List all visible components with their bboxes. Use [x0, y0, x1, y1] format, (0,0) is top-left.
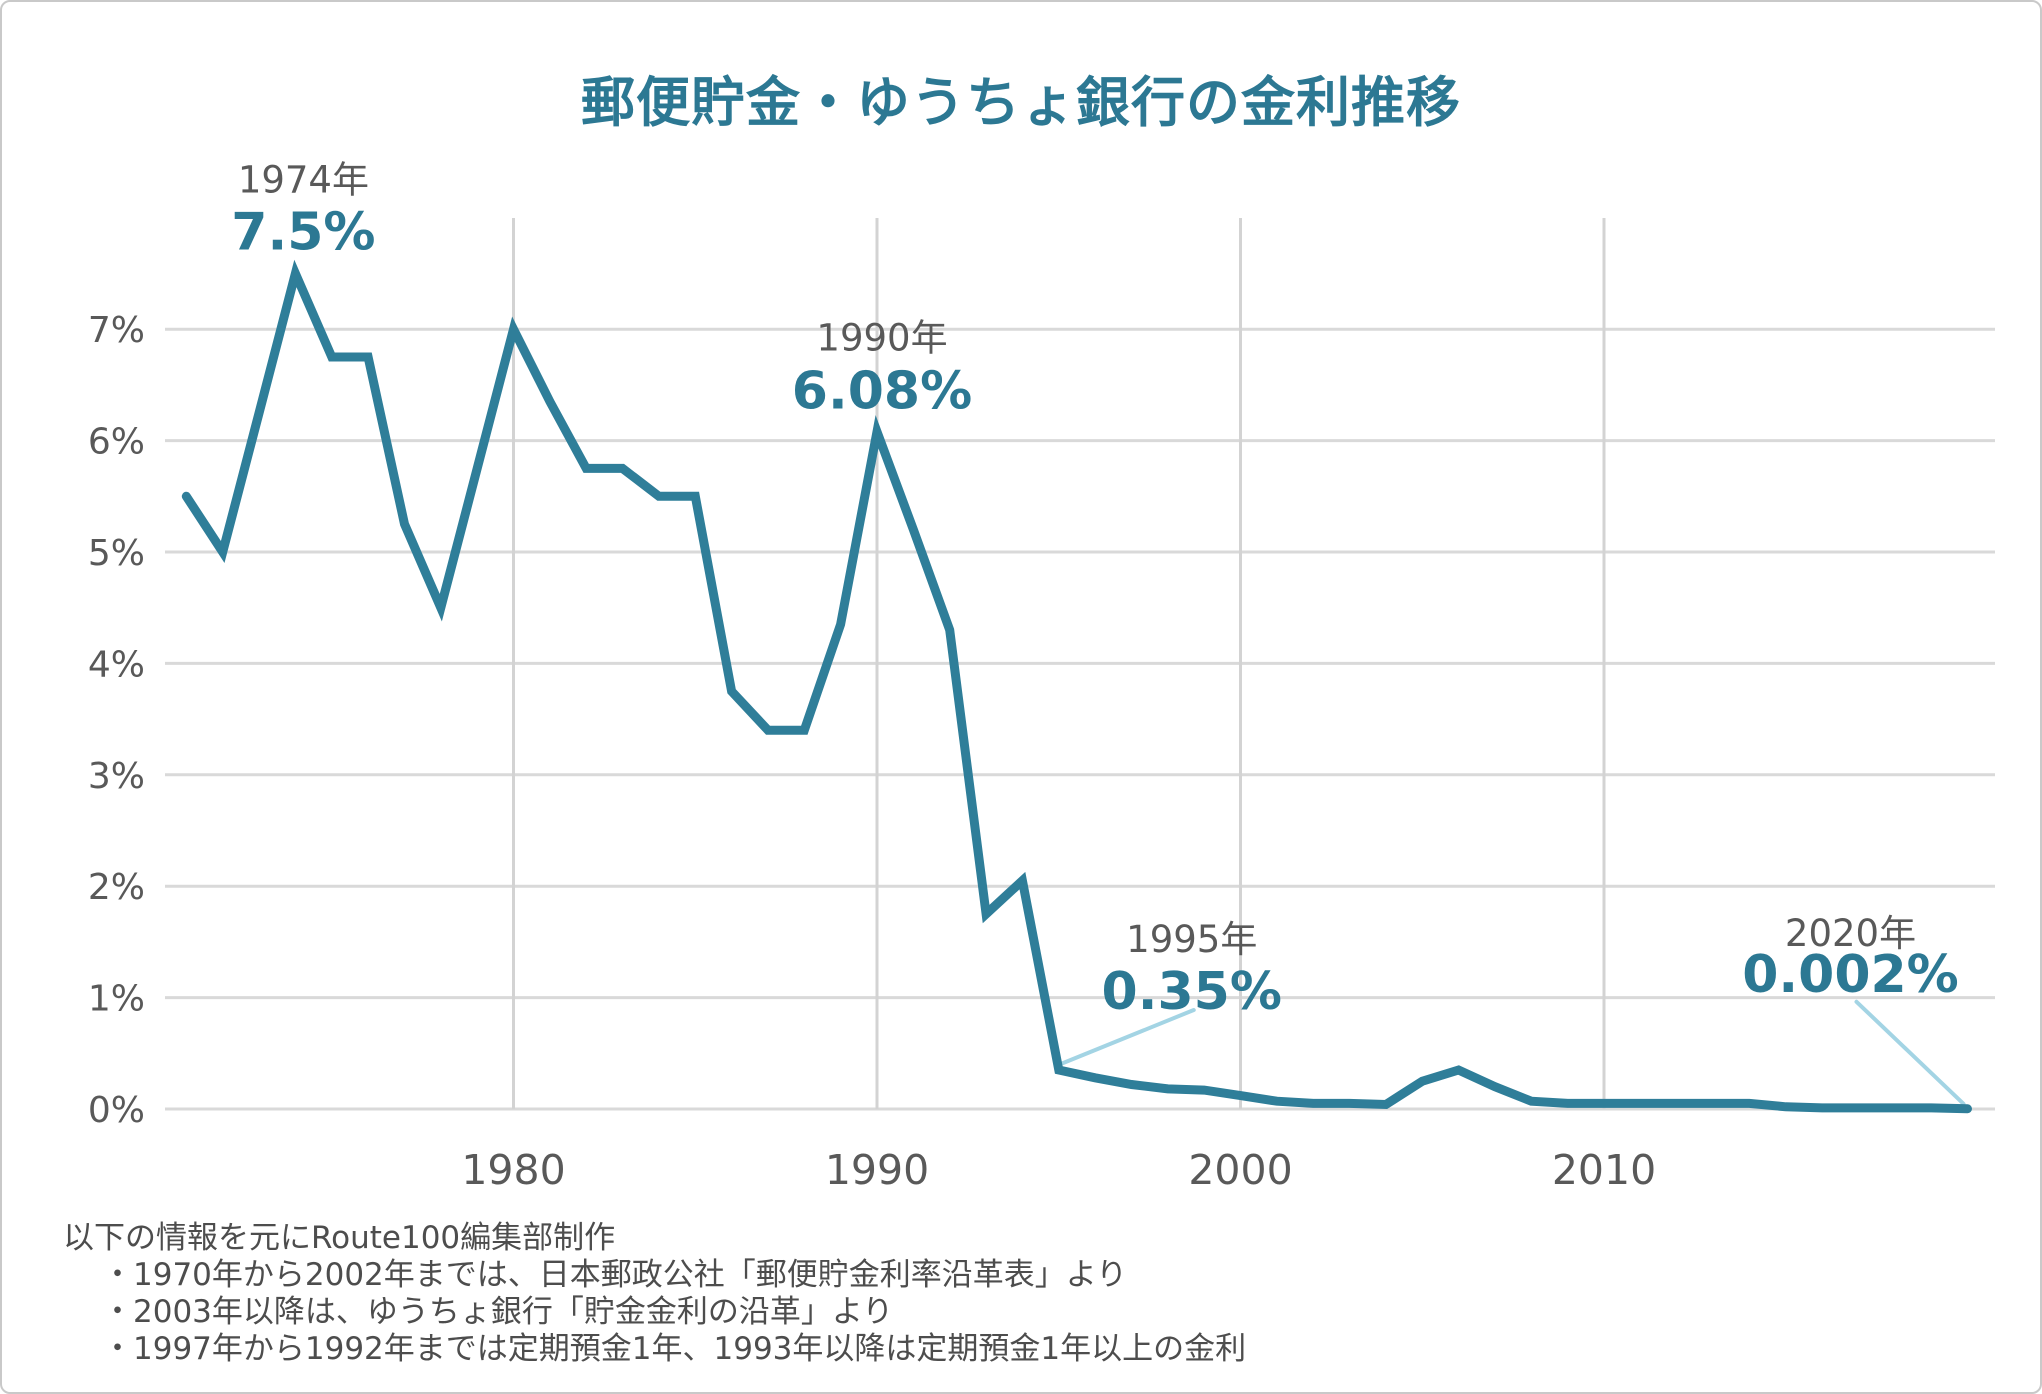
source-note-line: ・2003年以降は、ゆうちょ銀行「貯金金利の沿革」より	[102, 1294, 894, 1330]
source-notes: 以下の情報を元にRoute100編集部制作 ・1970年から2002年までは、日…	[63, 1220, 1246, 1368]
chart-title: 郵便貯金・ゆうちょ銀行の金利推移	[581, 71, 1461, 134]
source-note-line: ・1997年から1992年までは定期預金1年、1993年以降は定期預金1年以上の…	[102, 1331, 1247, 1367]
x-axis-tick-label: 1990	[825, 1146, 929, 1194]
annotation-year-label: 1995年	[1126, 918, 1257, 961]
y-axis-tick-label: 6%	[88, 422, 145, 463]
y-axis-tick-label: 0%	[88, 1090, 145, 1131]
x-axis-tick-label: 1980	[461, 1146, 565, 1194]
annotation-callout-line	[1854, 999, 1966, 1106]
x-axis-tick-label: 2010	[1552, 1146, 1656, 1194]
annotation-callout-line	[1058, 1008, 1196, 1067]
y-axis-tick-label: 3%	[88, 756, 145, 797]
y-axis-tick-label: 5%	[88, 533, 145, 574]
annotation-year-label: 2020年	[1785, 912, 1916, 955]
y-axis-tick-label: 4%	[88, 644, 145, 685]
annotation-value-label: 6.08%	[792, 362, 972, 422]
annotation-value-label: 0.35%	[1102, 962, 1282, 1022]
y-axis-tick-label: 2%	[88, 867, 145, 908]
annotation-year-label: 1990年	[816, 317, 947, 360]
annotation-value-label: 0.002%	[1742, 945, 1959, 1005]
source-note-line: ・1970年から2002年までは、日本郵政公社「郵便貯金利率沿革表」より	[102, 1257, 1128, 1293]
annotation-year-label: 1974年	[238, 159, 369, 202]
x-axis-tick-label: 2000	[1188, 1146, 1292, 1194]
interest-rate-line	[181, 259, 1972, 1114]
annotation-value-label: 7.5%	[231, 203, 375, 263]
y-axis-tick-label: 1%	[88, 979, 145, 1020]
source-note-line: 以下の情報を元にRoute100編集部制作	[63, 1220, 616, 1256]
y-axis-tick-label: 7%	[88, 310, 145, 351]
